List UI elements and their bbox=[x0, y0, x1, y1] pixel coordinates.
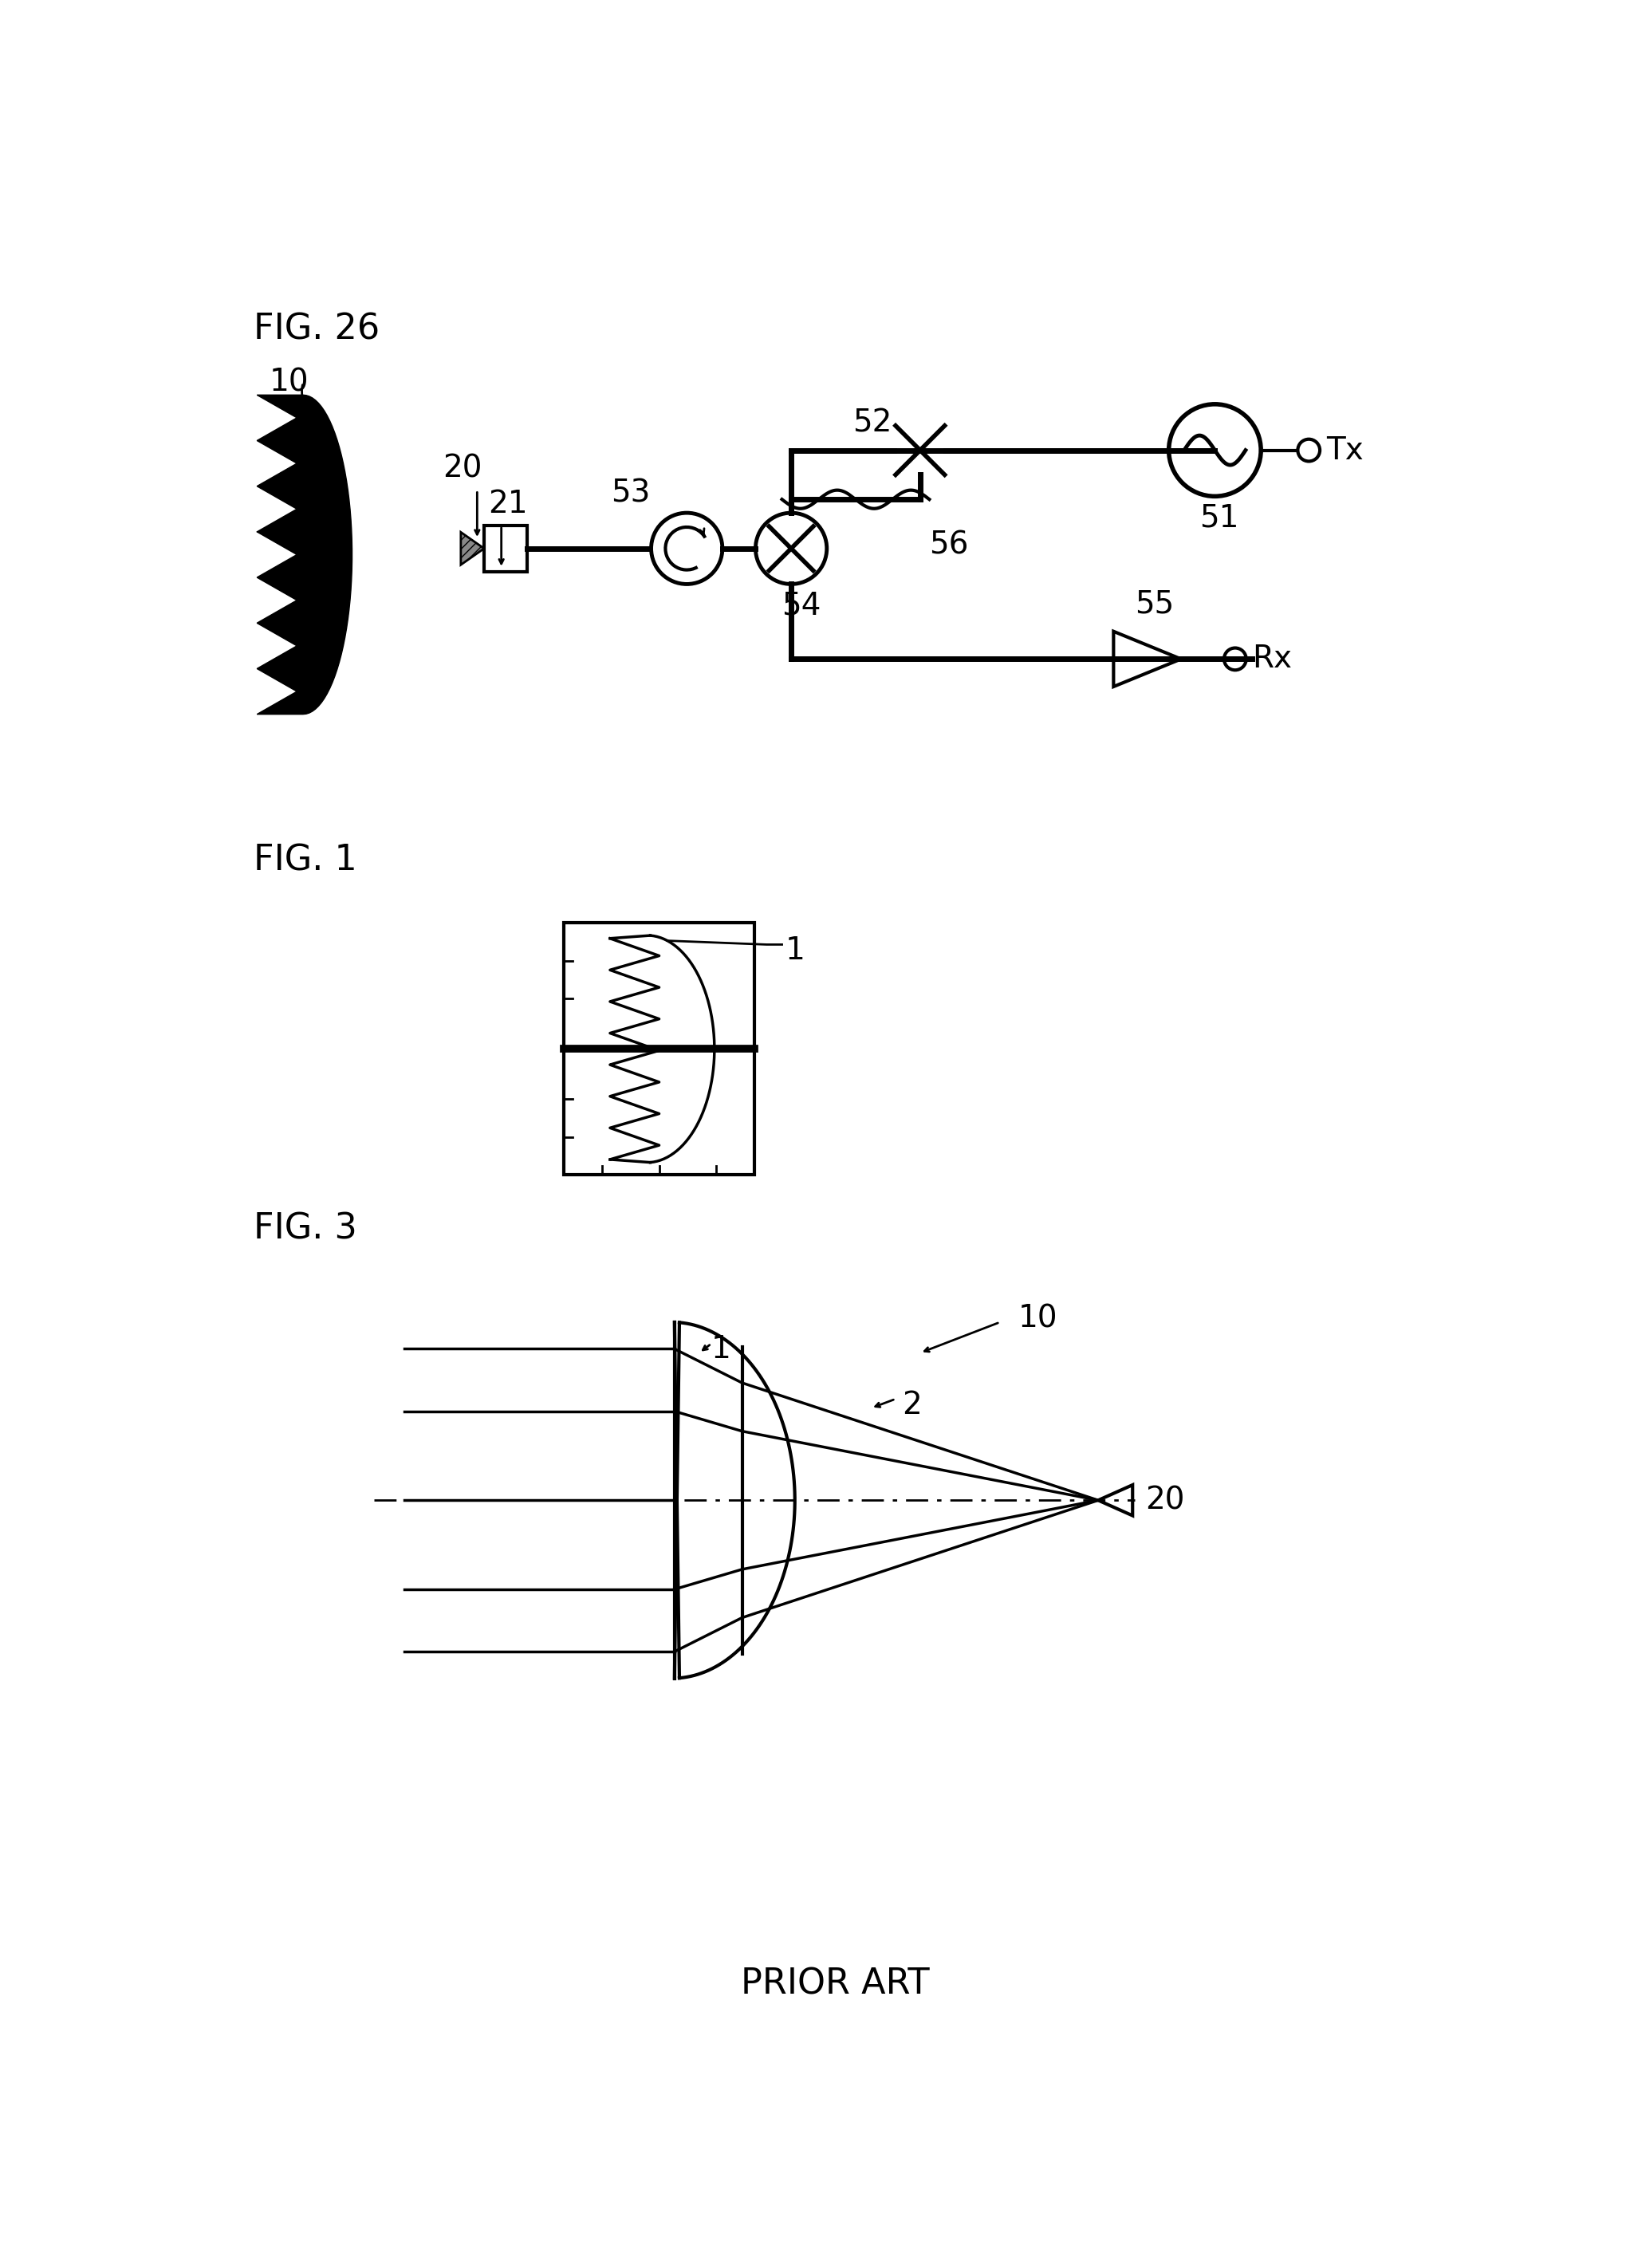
Circle shape bbox=[650, 513, 722, 585]
Text: 10: 10 bbox=[1019, 1304, 1058, 1334]
Text: Rx: Rx bbox=[1252, 644, 1293, 674]
Text: FIG. 26: FIG. 26 bbox=[254, 313, 380, 347]
Text: 10: 10 bbox=[269, 367, 308, 397]
Text: 1: 1 bbox=[711, 1334, 732, 1365]
Text: FIG. 3: FIG. 3 bbox=[254, 1211, 357, 1245]
Text: 1: 1 bbox=[786, 934, 805, 966]
Text: 21: 21 bbox=[489, 490, 528, 519]
Bar bbox=[484, 526, 526, 572]
Text: 20: 20 bbox=[442, 454, 482, 483]
Text: FIG. 1: FIG. 1 bbox=[254, 844, 357, 878]
Polygon shape bbox=[258, 395, 352, 714]
Text: Tx: Tx bbox=[1325, 435, 1363, 465]
Circle shape bbox=[1224, 649, 1247, 669]
Text: 20: 20 bbox=[1144, 1486, 1185, 1515]
Text: 51: 51 bbox=[1200, 503, 1239, 533]
Circle shape bbox=[1297, 440, 1320, 460]
Circle shape bbox=[1169, 404, 1262, 497]
Text: 52: 52 bbox=[852, 408, 892, 438]
Polygon shape bbox=[1113, 631, 1182, 687]
Text: 55: 55 bbox=[1134, 590, 1174, 619]
Bar bbox=[564, 923, 755, 1175]
Text: 53: 53 bbox=[611, 479, 650, 508]
Polygon shape bbox=[1099, 1486, 1133, 1515]
Text: 2: 2 bbox=[901, 1390, 921, 1420]
Text: 54: 54 bbox=[782, 590, 822, 621]
Text: PRIOR ART: PRIOR ART bbox=[742, 1966, 929, 2000]
Polygon shape bbox=[461, 533, 484, 565]
Text: 56: 56 bbox=[929, 531, 968, 560]
Circle shape bbox=[756, 513, 826, 585]
